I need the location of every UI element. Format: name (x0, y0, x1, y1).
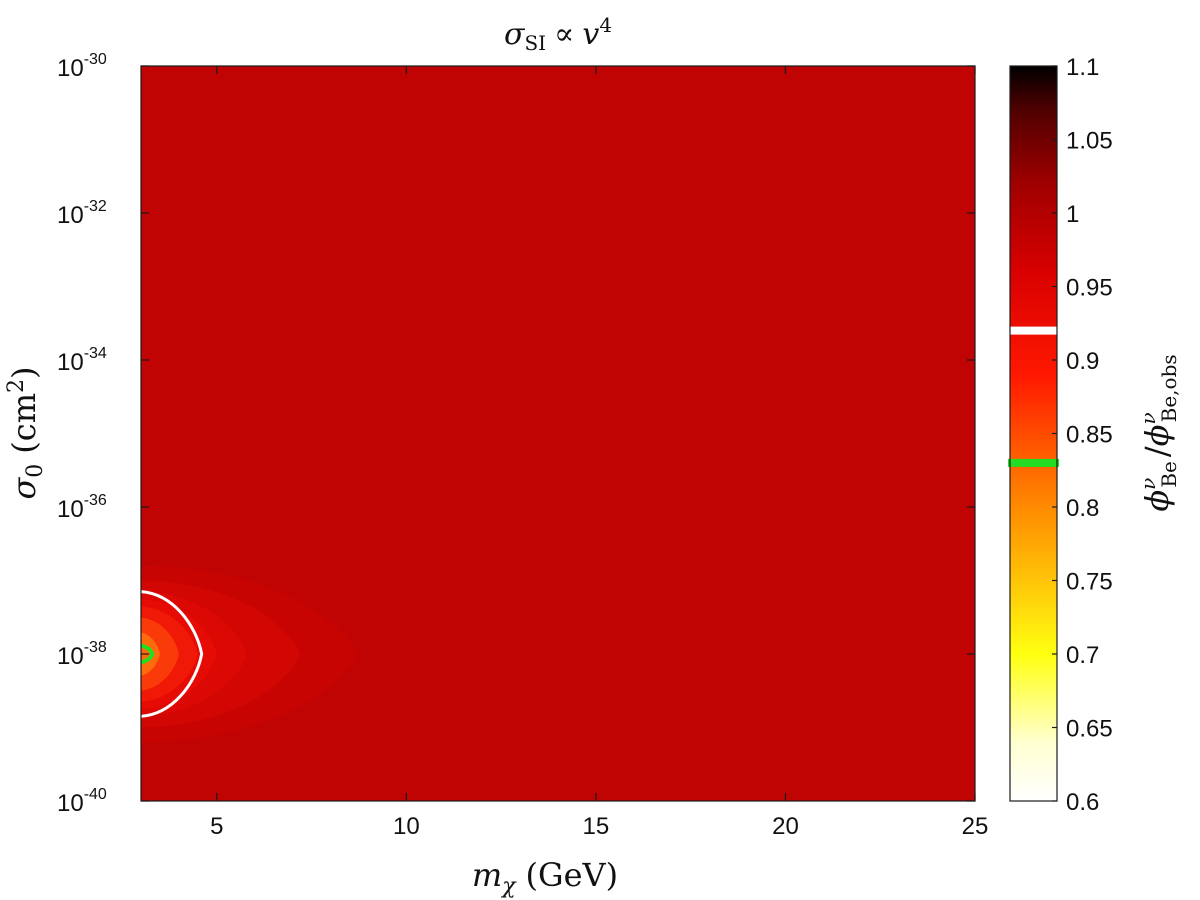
y-tick-label: 10-36 (57, 492, 107, 523)
colorbar-tick-label: 0.7 (1066, 642, 1099, 669)
colorbar-tick-label: 0.75 (1066, 569, 1113, 596)
colorbar-marker-0 (1008, 326, 1059, 335)
x-axis-ticks: 5 10 15 20 25 (210, 66, 988, 840)
x-tick-label: 15 (583, 813, 610, 840)
colorbar-markers (1008, 326, 1059, 467)
colorbar (1010, 66, 1057, 801)
colorbar-tick-label: 0.65 (1066, 716, 1113, 743)
y-tick-label: 10-38 (57, 639, 107, 670)
y-axis-ticks: 10-30 10-32 10-34 10-36 10-38 10-40 (57, 51, 975, 817)
y-tick-label: 10-40 (57, 786, 107, 817)
x-tick-label: 20 (772, 813, 799, 840)
heatmap-feature (141, 565, 358, 743)
colorbar-tick-label: 0.95 (1066, 275, 1113, 302)
contour-0 (141, 590, 204, 718)
colorbar-tick-label: 0.6 (1066, 789, 1099, 816)
y-tick-label: 10-34 (57, 345, 107, 376)
x-tick-label: 5 (210, 813, 223, 840)
y-tick-label: 10-32 (57, 198, 107, 229)
colorbar-tick-label: 0.8 (1066, 495, 1099, 522)
colorbar-marker-1 (1008, 458, 1059, 467)
colorbar-label: ϕνBe/ϕνBe,obs (1136, 354, 1181, 511)
colorbar-tick-label: 0.9 (1066, 348, 1099, 375)
colorbar-tick-label: 1 (1066, 201, 1079, 228)
x-axis-label: mχ (GeV) (472, 856, 618, 899)
colorbar-tick-label: 1.1 (1066, 54, 1099, 81)
chart-title: σSI ∝ v4 (504, 13, 612, 55)
colorbar-tick-label: 0.85 (1066, 422, 1113, 449)
colorbar-ticks: 1.1 1.05 1 0.95 0.9 0.85 0.8 0.75 0.7 0.65 0.6 (1052, 54, 1113, 816)
x-tick-label: 25 (962, 813, 989, 840)
plot-frame (140, 65, 976, 802)
y-axis-label: σ0(cm2) (4, 366, 48, 499)
colorbar-tick-label: 1.05 (1066, 128, 1113, 155)
y-tick-label: 10-30 (57, 51, 107, 82)
x-tick-label: 10 (393, 813, 420, 840)
